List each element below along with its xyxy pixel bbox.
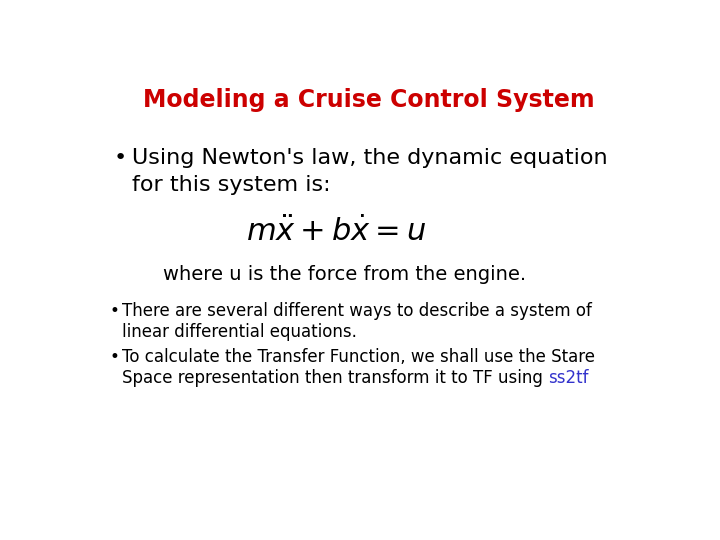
Text: Using Newton's law, the dynamic equation: Using Newton's law, the dynamic equation (132, 148, 608, 168)
Text: •: • (109, 302, 119, 320)
Text: There are several different ways to describe a system of: There are several different ways to desc… (122, 302, 593, 320)
Text: linear differential equations.: linear differential equations. (122, 323, 357, 341)
Text: where u is the force from the engine.: where u is the force from the engine. (163, 265, 526, 284)
Text: Modeling a Cruise Control System: Modeling a Cruise Control System (143, 87, 595, 112)
Text: ss2tf: ss2tf (549, 369, 589, 387)
Text: for this system is:: for this system is: (132, 175, 330, 195)
Text: Space representation then transform it to TF using: Space representation then transform it t… (122, 369, 549, 387)
Text: •: • (109, 348, 119, 366)
Text: $m\ddot{x} + b\dot{x} = u$: $m\ddot{x} + b\dot{x} = u$ (246, 217, 426, 247)
Text: To calculate the Transfer Function, we shall use the Stare: To calculate the Transfer Function, we s… (122, 348, 595, 366)
Text: •: • (114, 148, 127, 168)
